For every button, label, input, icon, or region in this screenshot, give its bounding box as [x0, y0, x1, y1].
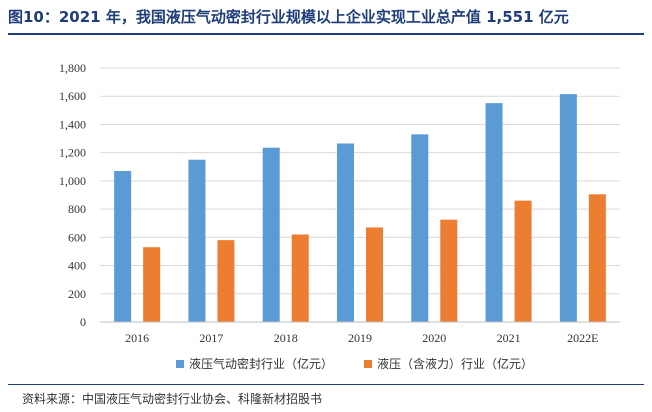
y-tick-label: 400: [68, 259, 86, 273]
bar-series1-2019: [337, 143, 354, 322]
legend-label-2: 液压（含液力）行业（亿元）: [377, 356, 533, 371]
y-tick-label: 1,200: [59, 146, 86, 160]
y-axis-ticks: 0 200 400 600 800 1,000 1,200 1,400 1,600 1,800: [59, 61, 86, 329]
bar-series2-2022E: [588, 194, 606, 322]
y-tick-label: 1,000: [59, 174, 86, 188]
bar-series2-2020: [440, 219, 458, 322]
y-tick-label: 1,400: [59, 117, 86, 131]
x-tick-label: 2022E: [567, 331, 598, 345]
bar-series2-2018: [291, 234, 309, 322]
grid-lines: [100, 67, 620, 295]
y-tick-label: 200: [68, 287, 86, 301]
x-tick-label: 2018: [274, 331, 298, 345]
bar-series2-2016: [143, 247, 161, 322]
y-tick-label: 600: [68, 230, 86, 244]
x-axis-ticks: 2016 2017 2018 2019 2020 2021 2022E: [125, 331, 598, 345]
bar-series1-2021: [485, 103, 503, 323]
bar-series2-2021: [514, 200, 532, 322]
bar-series1-2018: [262, 147, 280, 322]
legend-swatch-1: [176, 360, 184, 368]
x-tick-label: 2021: [497, 331, 521, 345]
bar-series1-2017: [188, 159, 206, 322]
x-tick-label: 2020: [422, 331, 446, 345]
y-tick-label: 1,800: [59, 61, 86, 75]
legend-label-1: 液压气动密封行业（亿元）: [189, 356, 333, 371]
x-tick-label: 2017: [199, 331, 223, 345]
bar-series1-2020: [411, 134, 429, 322]
bar-series2-2019: [366, 227, 383, 322]
figure-title: 图10：2021 年，我国液压气动密封行业规模以上企业实现工业总产值 1,551…: [8, 8, 569, 26]
source-note: 资料来源：中国液压气动密封行业协会、科隆新材招股书: [22, 392, 323, 406]
bars: [114, 94, 606, 323]
bar-series1-2016: [114, 171, 132, 322]
chart: 0 200 400 600 800 1,000 1,200 1,400 1,600 1,800 2…: [59, 61, 620, 371]
legend: 液压气动密封行业（亿元） 液压（含液力）行业（亿元）: [176, 356, 533, 371]
y-tick-label: 0: [80, 315, 86, 329]
x-tick-label: 2019: [348, 331, 372, 345]
bar-series2-2017: [217, 240, 235, 322]
x-tick-label: 2016: [125, 331, 149, 345]
bar-series1-2022E: [559, 94, 577, 322]
source-divider: [8, 384, 644, 385]
title-divider: [8, 33, 644, 35]
legend-swatch-2: [364, 360, 372, 368]
y-tick-label: 800: [68, 202, 86, 216]
y-tick-label: 1,600: [59, 89, 86, 103]
